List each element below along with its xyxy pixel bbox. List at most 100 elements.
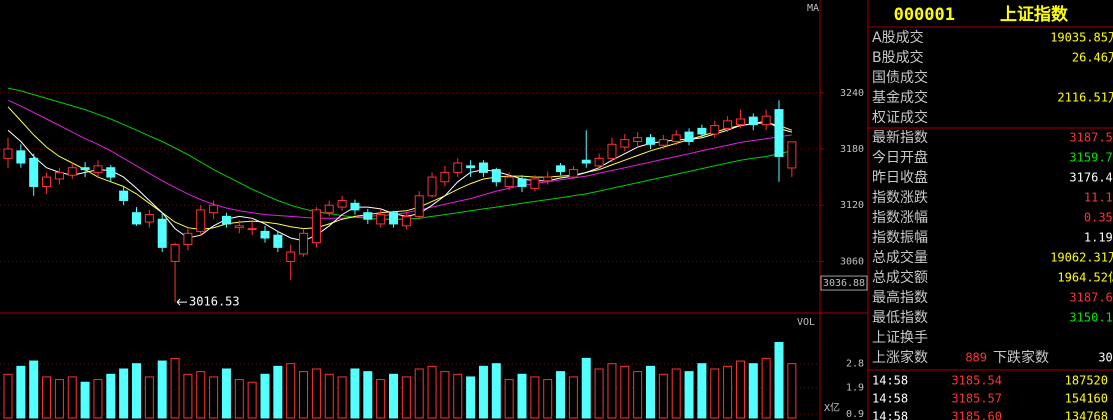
y-tick-label: 0.9 [846,409,864,420]
candle-body [735,118,745,126]
volume-bar [594,368,604,419]
quote-value: 19062.31万 [1050,251,1113,265]
candle-body [761,115,771,126]
volume-bar [543,379,553,419]
quote-value: 11.10 [1084,191,1113,205]
volume-unit: X亿 [824,401,840,414]
volume-bar [350,368,360,419]
candle-body [427,176,437,197]
price-label: MA [807,3,819,14]
volume-bar [170,357,180,419]
volume-bar [273,365,283,419]
candle-body [671,134,681,142]
volume-bar [504,379,514,419]
candle-body [273,234,283,248]
volume-bar [106,373,116,419]
candle-body [568,169,578,178]
candle-body [478,162,488,173]
candle-body [350,202,360,211]
quote-label: A股成交 [872,29,924,46]
quote-value: 3159.73 [1069,151,1113,165]
candle-body [414,195,424,217]
volume-bar [144,376,154,419]
volume-bar [363,371,373,419]
candle-body [157,218,167,248]
volume-bar [556,371,566,419]
volume-bar [157,360,167,419]
quote-label: 昨日收盘 [872,169,928,186]
volume-bar [774,341,784,419]
tick-price: 3185.57 [951,392,1002,406]
volume-bar [337,376,347,419]
candle-body [401,215,411,227]
y-tick-label: 1.9 [846,383,864,394]
candle-body [299,232,309,255]
volume-bar [761,357,771,419]
volume-bar [710,368,720,419]
volume-bar [453,373,463,419]
volume-bar [478,365,488,419]
volume-bar [376,379,386,419]
candle-body [132,212,141,225]
candle-body [376,214,386,225]
quote-value: 3176.47 [1069,171,1113,185]
tick-volume: 134768 [1065,410,1108,420]
candle-body [556,165,566,172]
candle-body [491,169,501,183]
volume-bar [234,379,244,419]
decline-label: 下跌家数 [993,349,1049,366]
candle-body [3,148,13,159]
candle-body [581,159,591,164]
candle-body [16,150,26,164]
volume-bar [221,368,231,419]
candle-body [183,232,193,246]
quote-value: 3187.57 [1069,131,1113,145]
decline-value: 301 [1098,351,1113,365]
volume-bar [324,373,334,419]
candle-body [723,120,733,129]
volume-bar [183,373,193,419]
marker-box [820,275,868,291]
quote-label: 指数涨跌 [872,190,928,206]
quote-label: 今日开盘 [872,149,928,166]
volume-bar [735,360,745,419]
candle-body [170,244,180,262]
candle-body [466,165,476,169]
quote-label: 指数振幅 [872,230,928,246]
volume-bar [286,363,296,419]
quote-value: 2116.51万 [1057,91,1113,105]
candle-body [234,225,244,229]
ma-line [7,99,792,219]
tick-time: 14:58 [872,392,908,406]
advance-value: 889 [965,351,987,365]
candle-body [106,167,116,178]
quote-value: 3150.13 [1069,311,1113,325]
ma-line [7,106,793,231]
quote-code: 000001 [894,5,955,25]
volume-bar [260,373,270,419]
candle-body [42,176,52,187]
quote-label: 国债成交 [872,69,928,86]
candle-body [311,209,321,244]
candle-body [748,116,758,126]
candle-body [517,178,527,187]
candle-body [144,214,154,223]
volume-bar [530,376,540,419]
candle-body [221,215,231,225]
candle-body [324,204,334,214]
candle-body [80,167,90,171]
advance-label: 上涨家数 [872,349,928,366]
volume-bar [684,371,694,419]
tick-volume: 187520 [1065,374,1108,388]
candle-body [54,171,64,180]
tick-time: 14:58 [872,374,908,388]
volume-bar [247,381,257,419]
candle-body [697,127,707,135]
volume-bar [42,376,52,419]
quote-label: 基金成交 [872,89,928,106]
low-label: 3016.53 [189,295,240,309]
volume-bar [299,371,309,419]
quote-label: 总成交量 [872,249,928,266]
